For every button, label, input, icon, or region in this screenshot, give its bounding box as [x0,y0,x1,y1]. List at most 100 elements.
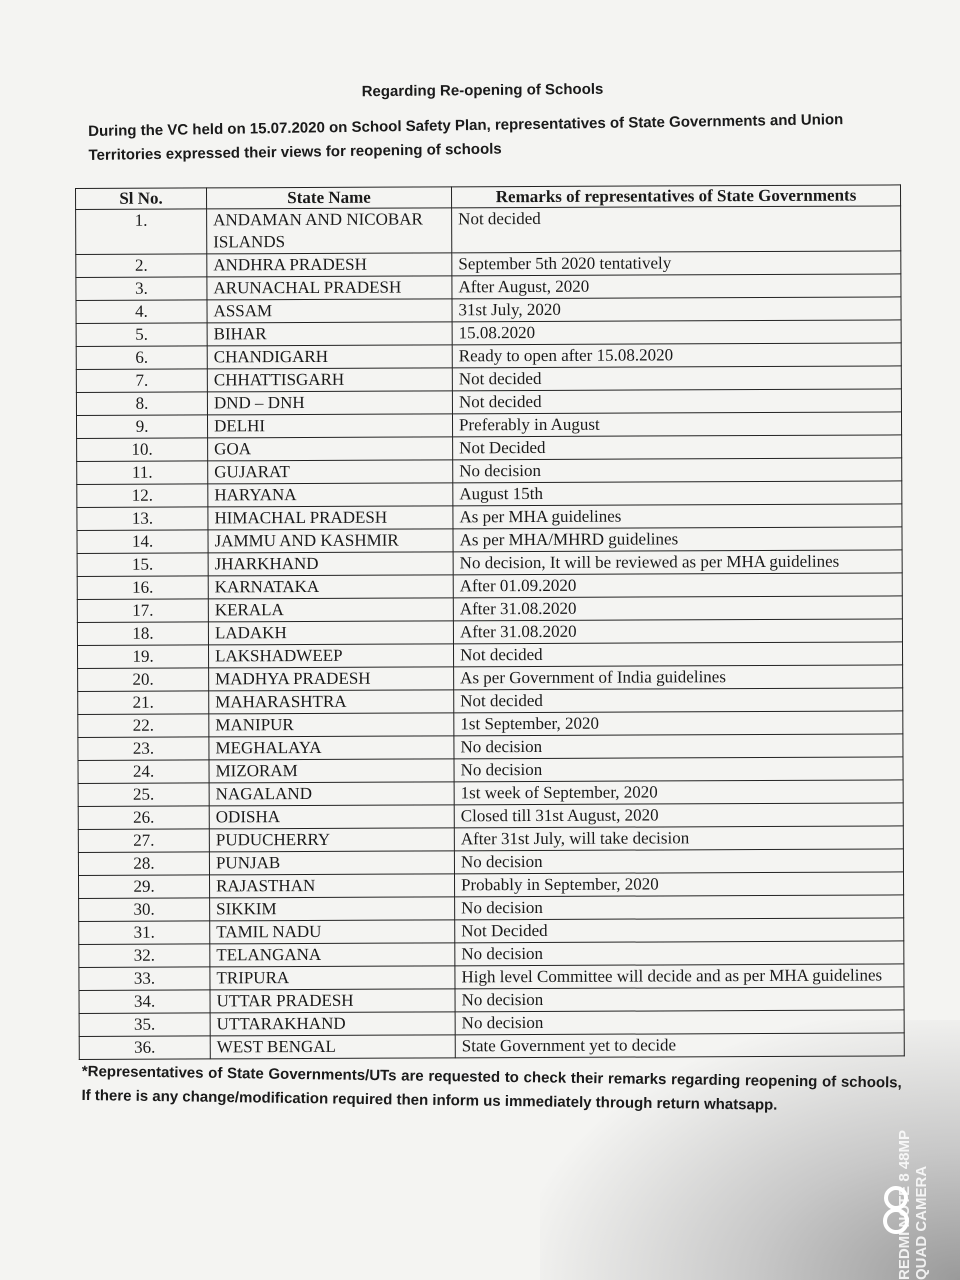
state-name-cell: RAJASTHAN [209,873,455,898]
state-name-cell: ODISHA [209,804,455,829]
remarks-cell: Not decided [453,641,903,667]
state-name-cell: DND – DNH [207,390,453,415]
remarks-cell: Ready to open after 15.08.2020 [452,342,902,368]
header-remarks: Remarks of representatives of State Gove… [451,184,901,208]
sl-no-cell: 17. [77,598,209,623]
remarks-cell: As per MHA/MHRD guidelines [452,526,903,552]
sl-no-cell: 10. [76,437,208,462]
remarks-cell: No decision [453,733,903,759]
remarks-cell: Not Decided [454,917,904,943]
photo-shadow [540,1020,960,1280]
remarks-cell: High level Committee will decide and as … [454,963,904,989]
sl-no-cell: 13. [76,506,208,531]
sl-no-cell: 31. [78,920,210,945]
state-name-cell: KARNATAKA [208,574,454,599]
remarks-cell: 31st July, 2020 [451,296,902,322]
remarks-cell: Not decided [453,687,903,713]
state-name-cell: UTTAR PRADESH [210,988,456,1013]
state-name-cell: CHHATTISGARH [207,367,453,392]
state-name-cell: BIHAR [207,321,453,346]
remarks-cell: No decision [453,756,904,782]
remarks-cell: Not decided [452,388,902,414]
remarks-cell: Preferably in August [452,411,902,437]
remarks-cell: 15.08.2020 [452,319,902,345]
sl-no-cell: 14. [76,529,209,554]
remarks-cell: State Government yet to decide [455,1032,905,1058]
sl-no-cell: 12. [76,483,208,508]
state-name-cell: MANIPUR [208,712,454,737]
state-name-cell: DELHI [207,413,453,438]
sl-no-cell: 11. [76,460,208,485]
table-row: 33. TRIPURA High level Committee will deci… [78,963,904,991]
state-name-cell: HIMACHAL PRADESH [207,505,453,530]
sl-no-cell: 36. [79,1035,211,1060]
state-name-cell: MAHARASHTRA [208,689,454,714]
remarks-cell: Closed till 31st August, 2020 [454,802,904,828]
remarks-cell: No decision [454,940,904,966]
state-name-cell: WEST BENGAL [210,1034,456,1059]
state-name-cell: HARYANA [207,482,453,507]
sl-no-cell: 16. [77,575,209,600]
remarks-cell: No decision [454,848,904,874]
state-name-cell: GOA [207,436,453,461]
remarks-cell: No decision [452,457,902,483]
state-name-cell: SIKKIM [209,896,455,921]
state-name-cell: JAMMU AND KASHMIR [207,528,454,553]
state-name-cell: KERALA [208,597,454,622]
sl-no-cell: 24. [77,759,210,784]
remarks-cell: As per Government of India guidelines [453,664,903,690]
state-name-cell: MEGHALAYA [208,735,454,760]
state-name-cell: TRIPURA [209,965,455,990]
header-state-name: State Name [206,186,452,209]
remarks-cell: As per MHA guidelines [452,503,902,529]
state-name-cell: NAGALAND [209,781,455,806]
sl-no-cell: 25. [78,782,210,807]
sl-no-cell: 5. [76,322,208,347]
remarks-cell: After 31st July, will take decision [454,825,904,851]
remarks-cell: No decision [455,1009,905,1035]
sl-no-cell: 20. [77,667,209,692]
sl-no-cell: 6. [76,345,208,370]
state-name-cell: MIZORAM [208,758,455,783]
remarks-cell: August 15th [452,480,902,506]
sl-no-cell: 9. [76,414,208,439]
sl-no-cell: 26. [78,805,210,830]
sl-no-cell: 7. [76,368,208,393]
remarks-cell: No decision, It will be reviewed as per … [453,549,903,575]
sl-no-cell: 33. [78,966,211,991]
state-name-cell: ASSAM [206,298,453,323]
sl-no-cell: 18. [77,621,209,646]
state-name-cell: TELANGANA [209,942,455,967]
sl-no-cell: 1. [75,208,207,255]
state-name-cell: CHANDIGARH [207,344,453,369]
sl-no-cell: 15. [77,552,209,577]
state-name-cell: LAKSHADWEEP [208,643,454,668]
state-name-cell: LADAKH [208,620,454,645]
remarks-cell: After August, 2020 [451,273,901,299]
table-row: 36. WEST BENGAL State Government yet to de… [79,1032,905,1060]
sl-no-cell: 32. [78,943,210,968]
remarks-cell: 1st September, 2020 [453,710,903,736]
remarks-cell: Probably in September, 2020 [454,871,904,897]
sl-no-cell: 28. [78,851,210,876]
remarks-cell: Not Decided [452,434,902,460]
header-sl-no: Sl No. [75,187,207,210]
table-row: 1. ANDAMAN AND NICOBAR ISLANDS Not decided [75,205,901,255]
remarks-cell: Not decided [452,365,902,391]
sl-no-cell: 22. [77,713,209,738]
state-name-cell: GUJARAT [207,459,453,484]
state-name-cell: UTTARAKHAND [210,1011,456,1036]
table-header-row: Sl No. State Name Remarks of representat… [75,184,901,210]
remarks-cell: Not decided [451,205,901,253]
remarks-cell: After 01.09.2020 [453,572,903,598]
remarks-cell: September 5th 2020 tentatively [451,250,901,276]
state-name-cell: MADHYA PRADESH [208,666,454,691]
sl-no-cell: 3. [75,276,207,301]
sl-no-cell: 23. [77,736,209,761]
footnote: *Representatives of State Governments/UT… [81,1062,902,1114]
sl-no-cell: 30. [78,897,210,922]
reopening-table: Sl No. State Name Remarks of representat… [75,184,905,1060]
document-title: Regarding Re-opening of Schools [361,80,604,101]
remarks-cell: 1st week of September, 2020 [454,779,904,805]
state-name-cell: PUDUCHERRY [209,827,455,852]
